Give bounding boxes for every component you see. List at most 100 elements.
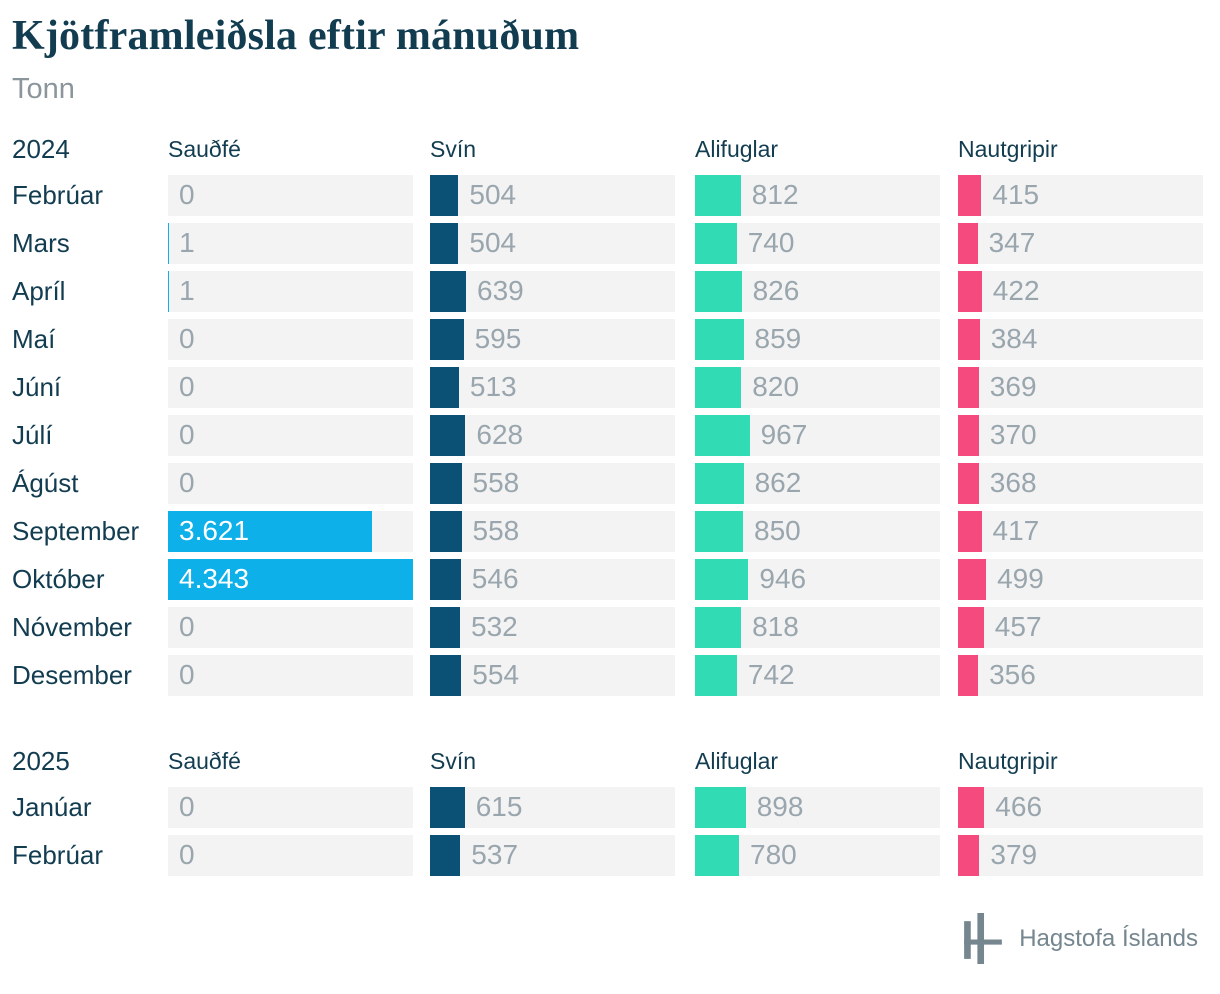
bar-value: 3.621 [179,514,250,546]
bar-cell: 0 [168,787,430,829]
bar-value: 946 [759,562,807,594]
bar-track: 3.621 [168,511,413,553]
bar-alifuglar [695,835,739,877]
bar-cell: 1 [168,271,430,313]
table-row: Febrúar 0 537 780 379 [12,835,1208,877]
bar-track: 628 [430,415,675,457]
table-row: Október 4.343 546 946 499 [12,559,1208,601]
bar-cell: 0 [168,463,430,505]
bar-value: 0 [179,418,195,450]
chart-subtitle: Tonn [12,73,75,106]
month-label: Nóvember [12,612,132,643]
bar-svín [430,415,466,457]
month-label: Maí [12,324,56,355]
bar-cell: 780 [695,835,958,877]
bar-track: 0 [168,175,413,217]
bar-cell: 0 [168,175,430,217]
bar-nautgripir [958,559,987,601]
bar-cell: 1 [168,223,430,265]
bar-cell: 0 [168,319,430,361]
bar-cell: 504 [430,175,695,217]
bar-value: 595 [474,322,522,354]
bar-track: 812 [695,175,940,217]
bar-track: 1 [168,223,413,265]
column-header: Svín [430,748,477,775]
bar-nautgripir [958,175,982,217]
bar-value: 537 [471,838,519,870]
bar-cell: 415 [958,175,1203,217]
bar-value: 554 [472,658,520,690]
bar-alifuglar [695,415,750,457]
bar-value: 422 [992,274,1040,306]
column-header: Nautgripir [958,748,1058,775]
bar-value: 859 [754,322,802,354]
bar-cell: 0 [168,835,430,877]
bar-value: 0 [179,610,195,642]
bar-cell: 826 [695,271,958,313]
table-row: Nóvember 0 532 818 457 [12,607,1208,649]
month-label: Desember [12,660,132,691]
bar-cell: 537 [430,835,695,877]
month-label: Febrúar [12,840,104,871]
bar-track: 554 [430,655,675,697]
bar-nautgripir [958,415,979,457]
bar-track: 422 [958,271,1203,313]
bar-value: 742 [747,658,795,690]
column-header: Sauðfé [168,136,241,163]
month-label: Júlí [12,420,53,451]
bar-cell: 0 [168,607,430,649]
year-section: 2024 Sauðfé Svín Alifuglar Nautgripir Febrúar… [12,134,1208,697]
bar-alifuglar [695,175,741,217]
bar-value: 513 [469,370,517,402]
bar-cell: 422 [958,271,1203,313]
chart-page: Kjötframleiðsla eftir mánuðum Tonn 2024 S… [12,14,1208,877]
hagstofa-logo-icon [964,913,1003,964]
bar-svín [430,607,460,649]
bar-value: 368 [989,466,1037,498]
table-row: Júlí 0 628 967 370 [12,415,1208,457]
year-label: 2025 [12,746,70,777]
bar-cell: 742 [695,655,958,697]
bar-cell: 4.343 [168,559,430,601]
bar-nautgripir [958,607,984,649]
bar-track: 0 [168,787,413,829]
month-label: September [12,516,140,547]
bar-cell: 504 [430,223,695,265]
bar-track: 862 [695,463,940,505]
bar-value: 370 [989,418,1037,450]
bar-nautgripir [958,835,980,877]
bar-sauðfé [168,511,373,553]
bar-value: 558 [472,466,520,498]
bar-cell: 356 [958,655,1203,697]
bar-track: 0 [168,319,413,361]
bar-track: 818 [695,607,940,649]
bar-cell: 554 [430,655,695,697]
bar-track: 740 [695,223,940,265]
bar-value: 356 [989,658,1036,690]
bar-value: 546 [471,562,519,594]
bar-value: 0 [179,838,195,870]
bar-value: 0 [179,658,195,690]
bar-track: 504 [430,175,675,217]
bar-cell: 595 [430,319,695,361]
bar-value: 820 [752,370,800,402]
bar-cell: 850 [695,511,958,553]
bar-value: 504 [469,226,517,258]
bar-cell: 558 [430,463,695,505]
bar-track: 0 [168,415,413,457]
month-label: Október [12,564,105,595]
bar-svín [430,175,459,217]
bar-cell: 532 [430,607,695,649]
bar-cell: 0 [168,655,430,697]
bar-track: 379 [958,835,1203,877]
month-label: Febrúar [12,180,104,211]
bar-alifuglar [695,607,742,649]
bar-alifuglar [695,559,749,601]
bar-nautgripir [958,319,980,361]
bar-cell: 417 [958,511,1203,553]
bar-track: 532 [430,607,675,649]
year-section: 2025 Sauðfé Svín Alifuglar Nautgripir Janúar 0… [12,746,1208,877]
bar-cell: 628 [430,415,695,457]
bar-cell: 384 [958,319,1203,361]
bar-svín [430,835,461,877]
